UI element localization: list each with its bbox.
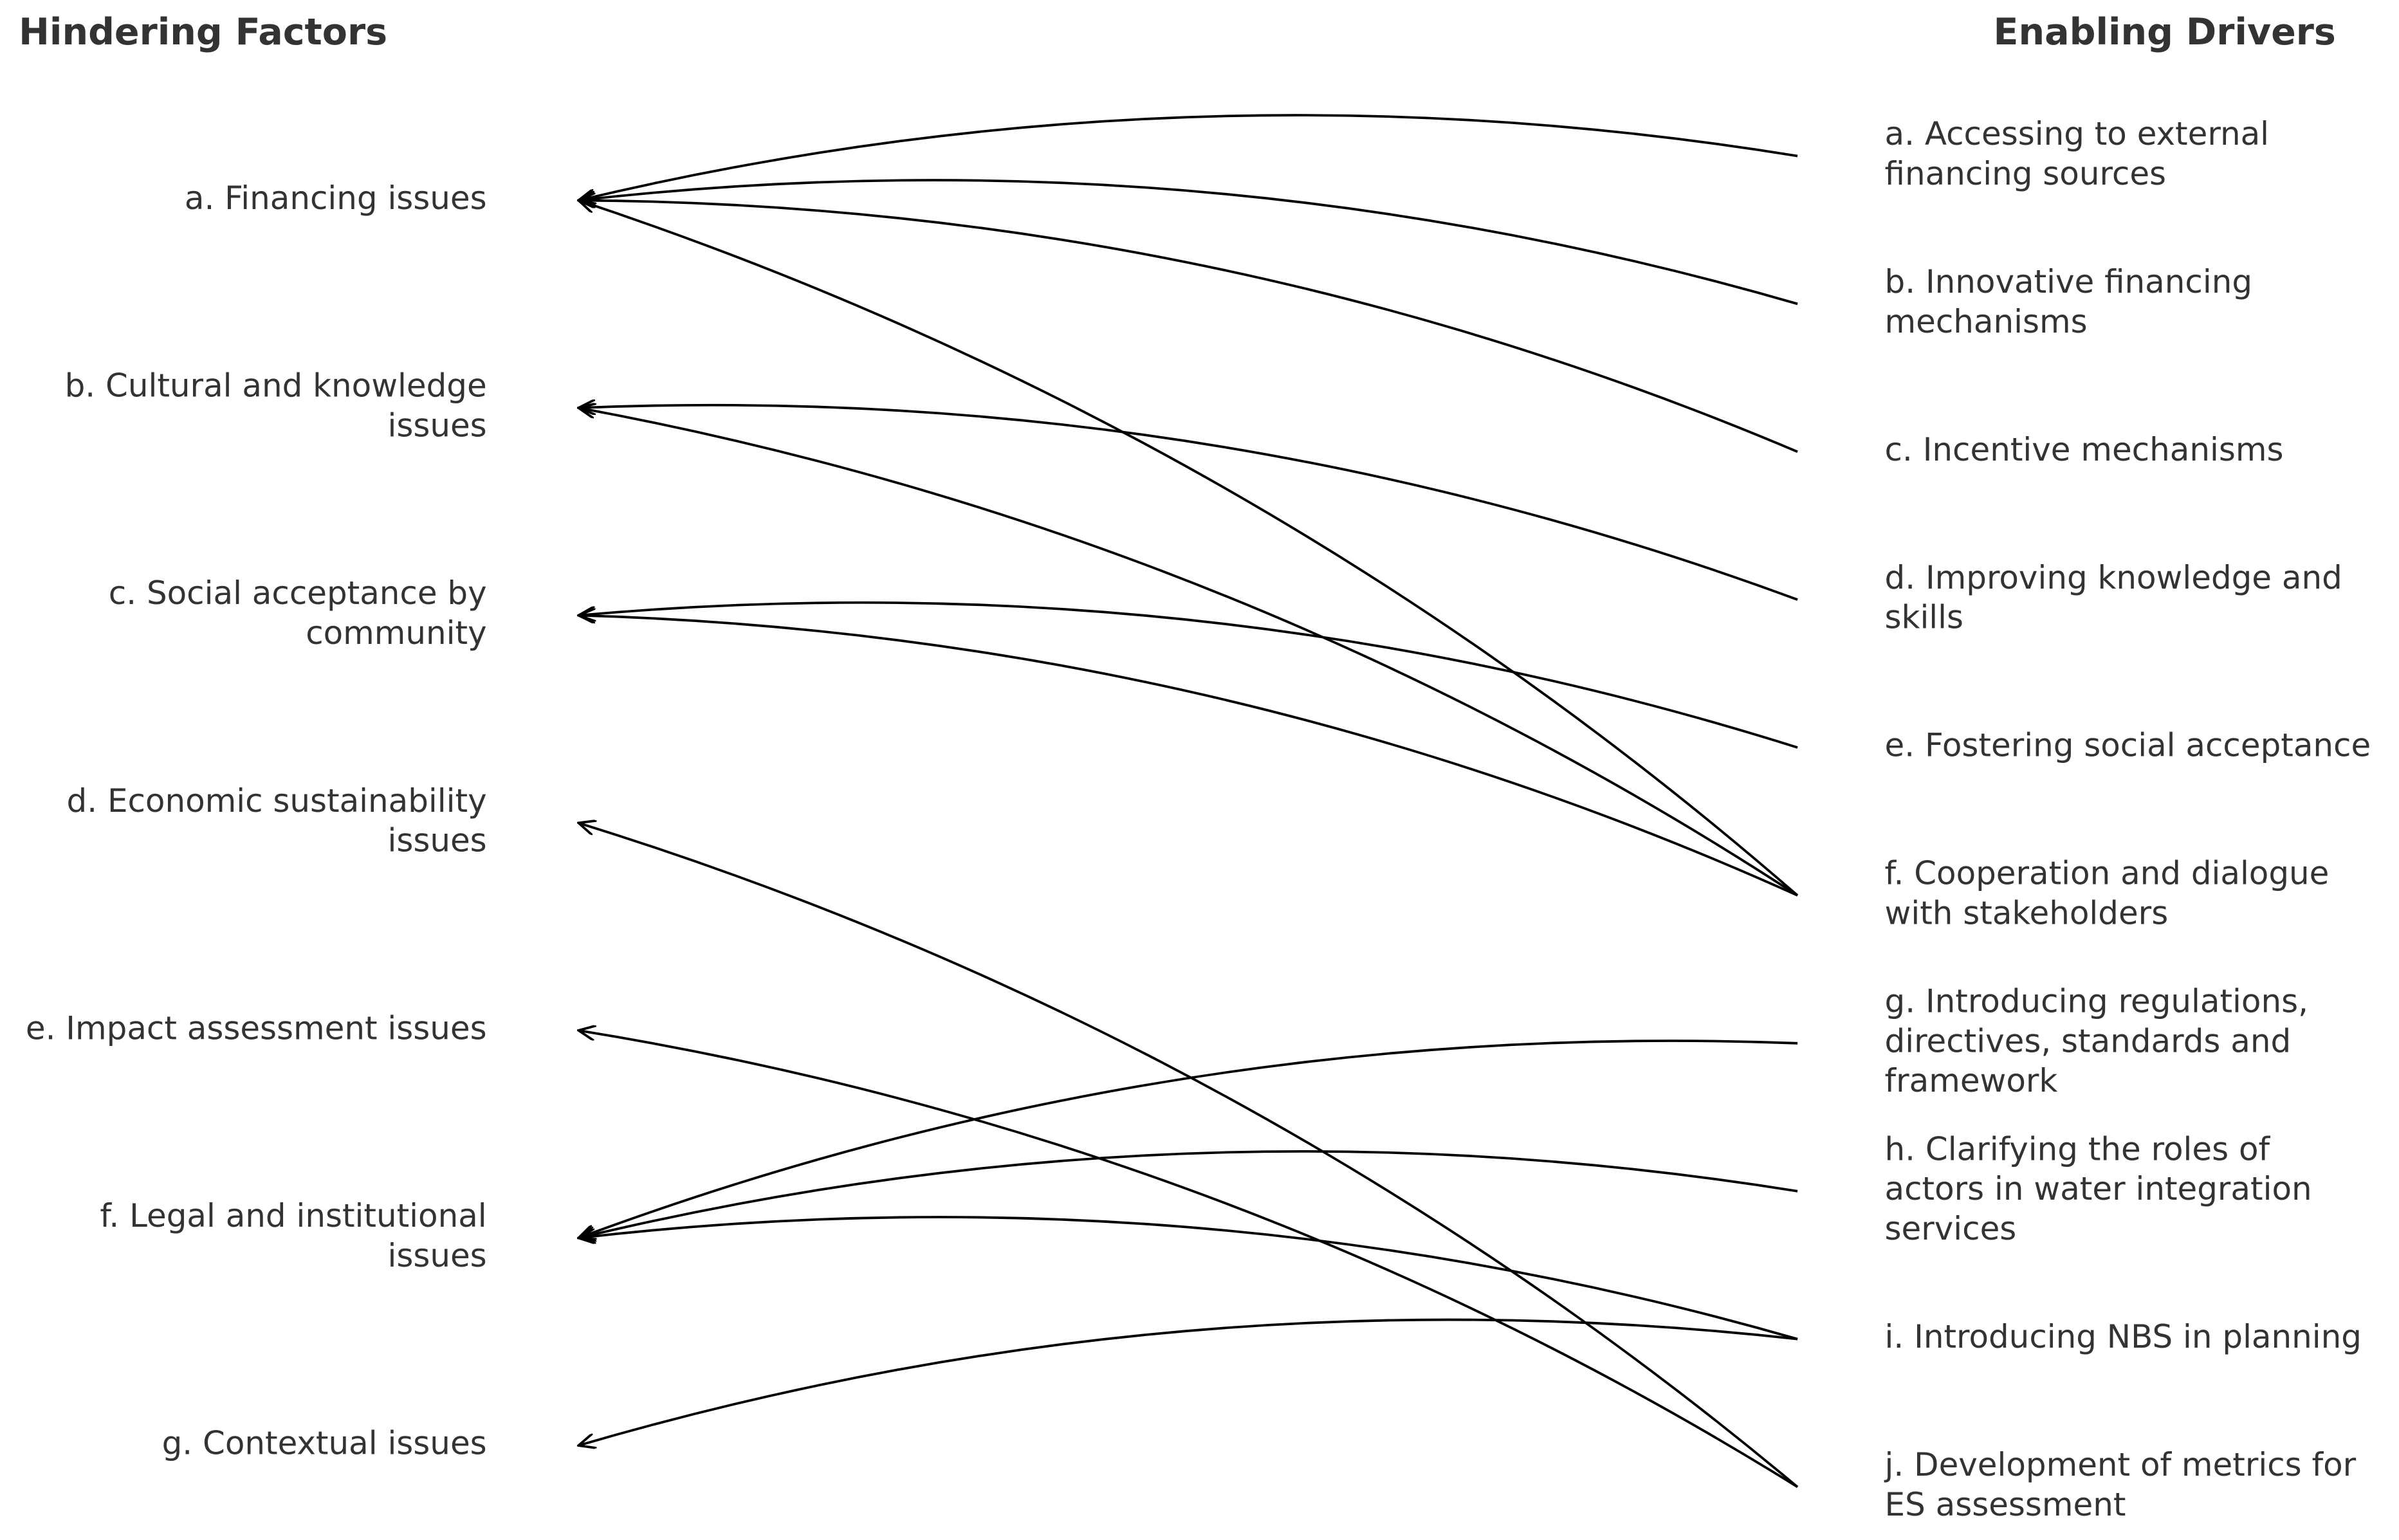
factor-label: issues [387, 822, 486, 859]
driver-label: c. Incentive mechanisms [1885, 431, 2284, 468]
factor-label: d. Economic sustainability [67, 782, 487, 820]
driver-label: i. Introducing NBS in planning [1885, 1318, 2362, 1355]
link-arrow [578, 200, 1799, 897]
driver-label: with stakeholders [1885, 894, 2169, 931]
factor-label: c. Social acceptance by [109, 574, 487, 612]
link-arrow [578, 1031, 1799, 1489]
driver-label: g. Introducing regulations, [1885, 983, 2308, 1020]
left-title: Hindering Factors [19, 11, 387, 53]
factor-label: g. Contextual issues [162, 1425, 487, 1462]
factor-label: issues [387, 1237, 486, 1274]
link-arrow [578, 1040, 1798, 1238]
factor-label: community [306, 614, 486, 652]
driver-label: d. Improving knowledge and [1885, 559, 2342, 596]
link-arrow [578, 616, 1798, 897]
driver-label: b. Innovative financing [1885, 263, 2252, 300]
link-arrow [578, 823, 1799, 1488]
factor-label: e. Impact assessment issues [26, 1009, 487, 1047]
driver-label: f. Cooperation and dialogue [1885, 855, 2330, 892]
link-arrow [578, 179, 1798, 306]
right-title: Enabling Drivers [1994, 11, 2336, 53]
factor-label: b. Cultural and knowledge [65, 367, 487, 405]
link-arrow [578, 114, 1798, 200]
driver-label: a. Accessing to external [1885, 115, 2270, 152]
factor-label: issues [387, 407, 486, 444]
labels: a. Financing issues b. Cultural and knowl… [26, 115, 2371, 1523]
link-arrow [578, 405, 1798, 601]
driver-label: financing sources [1885, 155, 2166, 192]
driver-label: ES assessment [1885, 1486, 2126, 1523]
driver-label: mechanisms [1885, 303, 2088, 340]
driver-label: h. Clarifying the roles of [1885, 1130, 2271, 1168]
link-arrow [578, 1150, 1798, 1238]
driver-label: e. Fostering social acceptance [1885, 727, 2371, 764]
link-arrow [578, 408, 1799, 897]
links [578, 114, 1799, 1489]
factor-label: a. Financing issues [185, 179, 487, 217]
driver-label: skills [1885, 599, 1964, 636]
driver-label: j. Development of metrics for [1884, 1446, 2357, 1483]
driver-label: framework [1885, 1062, 2058, 1099]
factor-label: f. Legal and institutional [100, 1197, 486, 1234]
link-arrow [578, 1318, 1798, 1446]
driver-label: services [1885, 1210, 2017, 1247]
link-arrow [578, 200, 1798, 454]
link-arrow [578, 601, 1798, 749]
link-arrow [578, 1216, 1798, 1341]
driver-label: directives, standards and [1885, 1022, 2292, 1059]
driver-label: actors in water integration [1885, 1170, 2312, 1207]
